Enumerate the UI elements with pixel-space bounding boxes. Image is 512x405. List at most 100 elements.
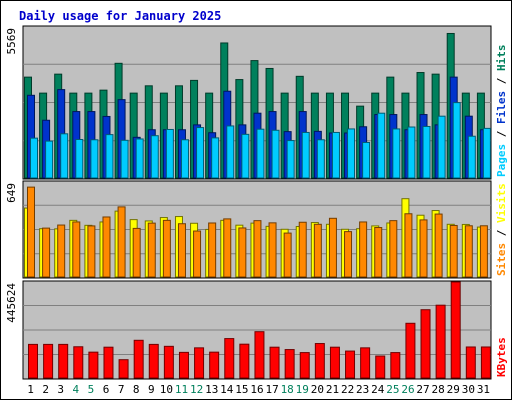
bar-sites-day-3 bbox=[57, 224, 66, 278]
bar-pages-day-23 bbox=[362, 141, 371, 179]
bar-sites-day-30 bbox=[464, 225, 473, 278]
bar-kbytes-day-1 bbox=[28, 343, 38, 379]
bar-pages-day-6 bbox=[105, 134, 114, 179]
day-label-17: 17 bbox=[265, 383, 278, 396]
bar-sites-day-7 bbox=[117, 206, 126, 278]
bar-pages-day-10 bbox=[165, 128, 174, 179]
bar-sites-day-5 bbox=[87, 225, 96, 278]
bar-kbytes-day-9 bbox=[148, 343, 159, 379]
bar-pages-day-26 bbox=[407, 126, 416, 179]
bar-kbytes-day-11 bbox=[178, 351, 189, 379]
legend-item: / bbox=[495, 71, 508, 91]
bar-pages-day-22 bbox=[347, 128, 356, 179]
bar-pages-day-29 bbox=[452, 102, 461, 179]
bar-kbytes-day-17 bbox=[269, 346, 280, 379]
bar-sites-day-24 bbox=[374, 227, 383, 278]
bar-sites-day-13 bbox=[208, 222, 217, 278]
day-label-24: 24 bbox=[371, 383, 385, 396]
day-label-2: 2 bbox=[42, 383, 49, 396]
day-label-29: 29 bbox=[447, 383, 460, 396]
bar-pages-day-14 bbox=[226, 125, 235, 179]
day-label-8: 8 bbox=[133, 383, 140, 396]
bar-pages-day-11 bbox=[180, 139, 189, 179]
bar-pages-day-28 bbox=[437, 115, 446, 179]
bar-pages-day-31 bbox=[482, 127, 491, 179]
day-label-18: 18 bbox=[281, 383, 294, 396]
day-labels: 1 2 3 4 5 6 7 8 9 10 11 12 13 14 15 16 17 18 19 20 21 22 23 24 2… bbox=[27, 383, 490, 396]
legend-item: / bbox=[495, 223, 508, 243]
bar-pages-day-5 bbox=[90, 139, 99, 179]
legend-item: Sites bbox=[495, 243, 508, 276]
day-label-11: 11 bbox=[175, 383, 188, 396]
bar-kbytes-day-2 bbox=[43, 343, 54, 379]
day-label-4: 4 bbox=[73, 383, 80, 396]
bar-sites-day-19 bbox=[298, 221, 307, 278]
bar-sites-day-27 bbox=[419, 219, 428, 278]
bar-sites-day-21 bbox=[328, 217, 337, 278]
day-label-16: 16 bbox=[250, 383, 263, 396]
bar-kbytes-day-23 bbox=[360, 347, 371, 379]
bar-pages-day-15 bbox=[241, 133, 250, 179]
bar-kbytes-day-14 bbox=[224, 338, 235, 379]
day-label-9: 9 bbox=[148, 383, 155, 396]
series-kbytes bbox=[28, 281, 491, 379]
legend-item: / bbox=[495, 124, 508, 144]
bar-sites-day-2 bbox=[42, 227, 51, 278]
bar-sites-day-6 bbox=[102, 216, 111, 278]
bar-kbytes-day-18 bbox=[284, 349, 295, 379]
bar-sites-day-8 bbox=[132, 227, 141, 278]
day-label-14: 14 bbox=[220, 383, 234, 396]
bar-sites-day-25 bbox=[389, 220, 398, 278]
chart-title: Daily usage for January 2025 bbox=[19, 9, 221, 23]
bar-sites-day-16 bbox=[253, 220, 262, 278]
bar-kbytes-day-7 bbox=[118, 359, 129, 379]
panel-bottom-max-label: 445624 bbox=[5, 283, 18, 323]
bar-sites-day-14 bbox=[223, 218, 232, 278]
bar-pages-day-19 bbox=[301, 131, 310, 179]
bar-kbytes-day-26 bbox=[405, 322, 416, 379]
bar-sites-day-4 bbox=[72, 221, 81, 278]
day-label-7: 7 bbox=[118, 383, 125, 396]
day-label-25: 25 bbox=[386, 383, 399, 396]
day-label-6: 6 bbox=[103, 383, 110, 396]
bar-sites-day-9 bbox=[147, 222, 156, 278]
day-label-22: 22 bbox=[341, 383, 354, 396]
bar-kbytes-day-8 bbox=[133, 339, 144, 379]
bar-kbytes-day-16 bbox=[254, 331, 265, 379]
bar-kbytes-day-10 bbox=[163, 345, 174, 379]
bar-kbytes-day-24 bbox=[375, 355, 386, 379]
bar-sites-day-23 bbox=[359, 221, 368, 278]
day-label-10: 10 bbox=[160, 383, 173, 396]
bar-pages-day-2 bbox=[45, 140, 54, 179]
bar-kbytes-day-13 bbox=[209, 351, 220, 379]
bar-pages-day-1 bbox=[30, 137, 38, 179]
bar-sites-day-22 bbox=[344, 231, 353, 278]
panel-top: 5569 Pages / Files / Hits bbox=[5, 25, 508, 180]
bar-sites-day-17 bbox=[268, 222, 277, 278]
bar-kbytes-day-31 bbox=[480, 346, 491, 379]
bar-sites-day-20 bbox=[313, 223, 322, 278]
bar-pages-day-30 bbox=[467, 135, 476, 179]
bar-pages-day-13 bbox=[211, 137, 220, 179]
bar-sites-day-1 bbox=[27, 186, 35, 278]
bar-kbytes-day-3 bbox=[58, 343, 69, 379]
bar-sites-day-15 bbox=[238, 227, 247, 278]
panel-middle-legend: Sites / Visits bbox=[495, 183, 508, 276]
legend-item: Pages bbox=[495, 144, 508, 177]
day-label-12: 12 bbox=[190, 383, 203, 396]
panel-middle: 649 Sites / Visits bbox=[5, 180, 508, 279]
bar-kbytes-day-5 bbox=[88, 351, 99, 379]
bar-pages-day-20 bbox=[316, 139, 325, 179]
panel-top-legend: Pages / Files / Hits bbox=[495, 45, 508, 178]
bar-pages-day-3 bbox=[60, 133, 69, 179]
bar-pages-day-18 bbox=[286, 140, 295, 179]
day-label-13: 13 bbox=[205, 383, 218, 396]
day-label-3: 3 bbox=[57, 383, 64, 396]
bar-kbytes-day-28 bbox=[435, 304, 446, 379]
legend-item: KBytes bbox=[495, 337, 508, 377]
bar-pages-day-16 bbox=[256, 128, 265, 179]
bar-kbytes-day-27 bbox=[420, 309, 431, 379]
bar-pages-day-9 bbox=[150, 135, 159, 179]
day-label-30: 30 bbox=[462, 383, 475, 396]
bar-pages-day-12 bbox=[196, 127, 205, 179]
